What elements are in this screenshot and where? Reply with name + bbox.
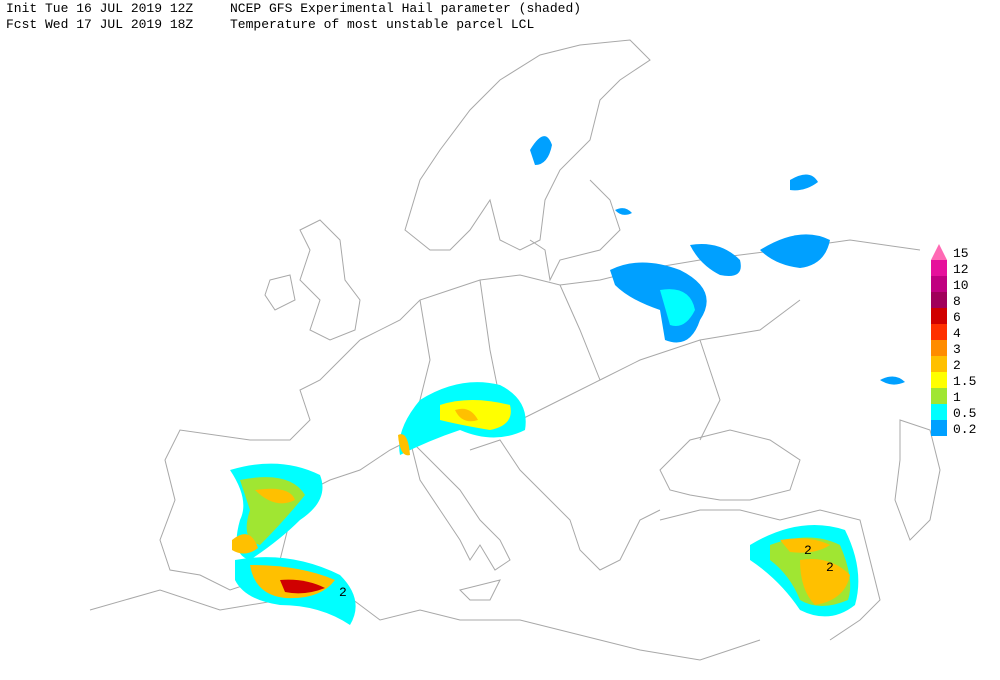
init-time: Init Tue 16 JUL 2019 12Z [6,1,193,16]
legend-label: 4 [953,326,961,341]
contour-label: 2 [339,585,347,600]
hail-shading [230,136,905,625]
legend-swatch [931,260,947,276]
legend-swatch [931,420,947,436]
map-title: NCEP GFS Experimental Hail parameter (sh… [230,1,581,16]
legend-label: 15 [953,246,969,261]
legend-label: 2 [953,358,961,373]
contour-label: 2 [804,543,812,558]
legend-swatch [931,276,947,292]
legend-swatch [931,292,947,308]
legend-label: 0.5 [953,406,976,421]
legend-label: 0.2 [953,422,976,437]
legend-label: 12 [953,262,969,277]
legend-label: 1.5 [953,374,976,389]
legend-label: 3 [953,342,961,357]
legend-swatch [931,324,947,340]
legend-label: 6 [953,310,961,325]
legend-swatch [931,388,947,404]
contour-label: 2 [826,560,834,575]
legend-label: 8 [953,294,961,309]
legend-swatch [931,404,947,420]
legend-swatch [931,340,947,356]
legend-swatch [931,356,947,372]
forecast-time: Fcst Wed 17 JUL 2019 18Z [6,17,193,32]
legend-swatch [931,308,947,324]
legend-label: 10 [953,278,969,293]
legend-label: 1 [953,390,961,405]
legend-swatch [931,372,947,388]
legend-arrow [931,244,947,260]
map-subtitle: Temperature of most unstable parcel LCL [230,17,534,32]
